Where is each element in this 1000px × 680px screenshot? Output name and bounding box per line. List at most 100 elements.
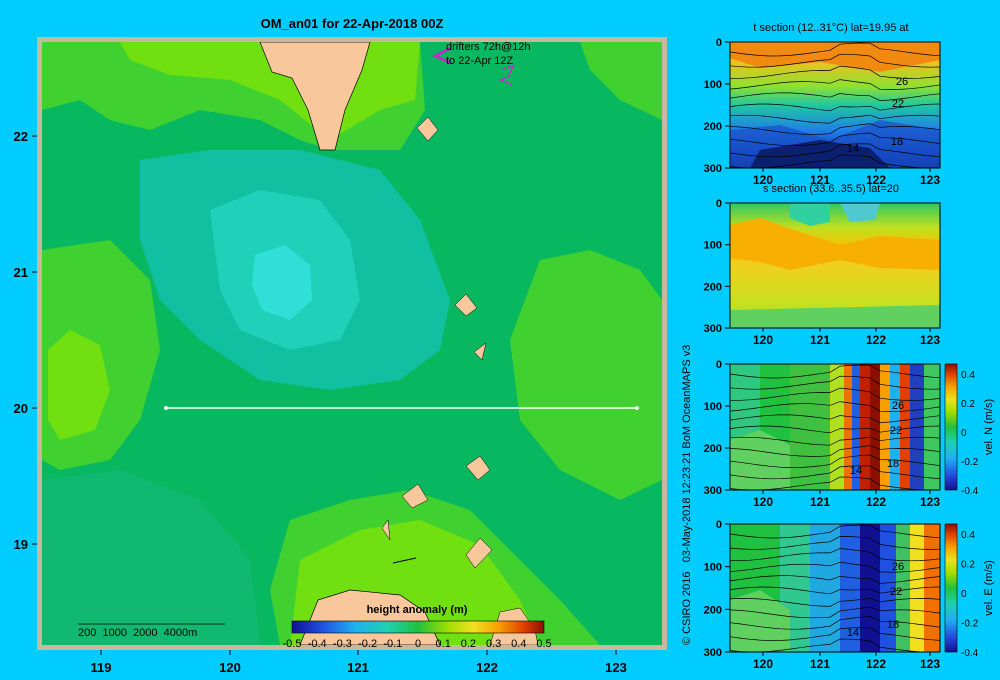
vel-colorbar-tick-label: -0.4 — [961, 648, 979, 659]
section-lon-tick-label: 121 — [810, 657, 830, 671]
colorbar-tick-label: 0.2 — [461, 638, 476, 650]
section-lon-tick-label: 121 — [810, 333, 830, 347]
map-lat-tick-label: 21 — [14, 265, 28, 280]
vel-colorbar-tick-label: 0.4 — [961, 370, 975, 381]
contour-label: 26 — [892, 400, 904, 412]
contour-label: 26 — [896, 76, 908, 88]
contour-label: 14 — [847, 627, 859, 639]
colorbar-title: height anomaly (m) — [367, 604, 468, 616]
colorbar-ticks: -0.5 -0.4 -0.3 -0.2 -0.1 0 0.1 0.2 0.3 0.4 0.5 — [283, 638, 552, 650]
drifter-label-1: drifters 72h@12h — [446, 41, 531, 53]
depth-tick-label: 300 — [704, 163, 722, 175]
section-lon-tick-label: 120 — [753, 173, 773, 187]
drifter-arrow-icon — [432, 46, 452, 65]
ve-colorbar — [944, 523, 958, 653]
contour-label: 18 — [887, 458, 899, 470]
vel-colorbar-tick-label: 0.2 — [961, 560, 975, 571]
section-lon-tick-label: 122 — [866, 173, 886, 187]
depth-tick-label: 100 — [704, 401, 722, 413]
drifter-track — [498, 64, 515, 86]
section-lon-tick-label: 123 — [920, 657, 940, 671]
section-lon-tick-label: 122 — [866, 333, 886, 347]
colorbar-tick-label: -0.3 — [333, 638, 352, 650]
vel-colorbar-tick-label: 0 — [961, 428, 967, 439]
depth-tick-label: 200 — [704, 121, 722, 133]
ve-section-field — [730, 524, 940, 652]
contour-label: 22 — [890, 586, 902, 598]
map-lon-tick-label: 121 — [347, 660, 369, 675]
depth-tick-label: 0 — [716, 359, 722, 371]
vel-colorbar-tick-label: 0.2 — [961, 399, 975, 410]
contour-label: 18 — [891, 136, 903, 148]
contour-label: 26 — [892, 561, 904, 573]
section-axes: 0 100 200 300 120 121 122 123 0 100 200 300 120 121 12… — [704, 37, 941, 671]
map-lat-tick-label: 19 — [14, 537, 28, 552]
drifter-label-2: to 22-Apr 12Z — [446, 55, 514, 67]
panel2-title: s section (33.6..35.5) lat=20 — [763, 183, 899, 195]
section-lon-tick-label: 121 — [810, 495, 830, 509]
vn-section-field — [730, 364, 940, 490]
credit-text: © CSIRO 2016 03-May-2018 12:23:21 BoM Oc… — [681, 345, 693, 645]
height-colorbar — [291, 620, 545, 634]
colorbar-tick-label: 0 — [415, 638, 421, 650]
vel-colorbar-tick-label: 0 — [961, 589, 967, 600]
depth-tick-label: 200 — [704, 443, 722, 455]
depth-tick-label: 300 — [704, 485, 722, 497]
vel-colorbar-tick-label: -0.2 — [961, 457, 979, 468]
map-axis-ticks: 119 120 121 122 123 22 21 20 19 — [14, 129, 627, 675]
depth-legend: 200 1000 2000 4000m — [78, 627, 197, 639]
section-lon-tick-label: 123 — [920, 495, 940, 509]
s-section-field — [730, 203, 940, 328]
map-lon-tick-label: 123 — [605, 660, 627, 675]
vel-colorbar-label: vel. N (m/s) — [983, 399, 995, 455]
depth-tick-label: 300 — [704, 323, 722, 335]
depth-tick-label: 100 — [704, 79, 722, 91]
depth-tick-label: 0 — [716, 519, 722, 531]
depth-tick-label: 300 — [704, 647, 722, 659]
colorbar-tick-label: 0.5 — [536, 638, 551, 650]
colorbar-tick-label: 0.1 — [436, 638, 451, 650]
depth-tick-label: 100 — [704, 562, 722, 574]
colorbar-tick-label: -0.4 — [308, 638, 327, 650]
contour-label: 14 — [850, 465, 862, 477]
colorbar-tick-label: 0.3 — [486, 638, 501, 650]
section-lon-tick-label: 123 — [920, 173, 940, 187]
map-title: OM_an01 for 22-Apr-2018 00Z — [261, 16, 444, 31]
depth-tick-label: 200 — [704, 281, 722, 293]
depth-tick-label: 0 — [716, 37, 722, 49]
depth-tick-label: 0 — [716, 198, 722, 210]
contour-label: 18 — [887, 619, 899, 631]
vel-colorbar-label: vel. E (m/s) — [983, 560, 995, 616]
section-lon-tick-label: 120 — [753, 495, 773, 509]
section-lon-tick-label: 123 — [920, 333, 940, 347]
map-lon-tick-label: 122 — [476, 660, 498, 675]
taiwan-island — [259, 42, 371, 151]
map-lon-tick-label: 119 — [91, 660, 112, 675]
panel1-title: t section (12..31°C) lat=19.95 at — [753, 22, 908, 34]
map-lat-tick-label: 20 — [14, 401, 28, 416]
section-lon-tick-label: 122 — [866, 495, 886, 509]
section-labels: 26 22 18 14 26 22 18 14 0.4 0.2 0 -0.2 -0.4 vel. N (m… — [847, 76, 995, 659]
section-lon-tick-label: 122 — [866, 657, 886, 671]
vel-colorbar-tick-label: -0.2 — [961, 619, 979, 630]
section-lon-tick-label: 120 — [753, 333, 773, 347]
colorbar-tick-label: -0.5 — [283, 638, 302, 650]
depth-tick-label: 200 — [704, 604, 722, 616]
map-lat-tick-label: 22 — [14, 129, 28, 144]
contour-label: 22 — [892, 98, 904, 110]
t-section-field — [730, 42, 940, 168]
height-anomaly-field — [42, 42, 662, 645]
contour-label: 14 — [847, 143, 859, 155]
section-lon-tick-label: 121 — [810, 173, 830, 187]
map-lon-tick-label: 120 — [219, 660, 241, 675]
section-lon-tick-label: 120 — [753, 657, 773, 671]
depth-tick-label: 100 — [704, 240, 722, 252]
vel-colorbar-tick-label: 0.4 — [961, 530, 975, 541]
vn-section-contours — [730, 364, 940, 490]
contour-label: 22 — [890, 425, 902, 437]
colorbar-tick-label: -0.2 — [358, 638, 377, 650]
colorbar-tick-label: -0.1 — [383, 638, 402, 650]
vel-colorbar-tick-label: -0.4 — [961, 486, 979, 497]
vn-colorbar — [944, 363, 958, 491]
